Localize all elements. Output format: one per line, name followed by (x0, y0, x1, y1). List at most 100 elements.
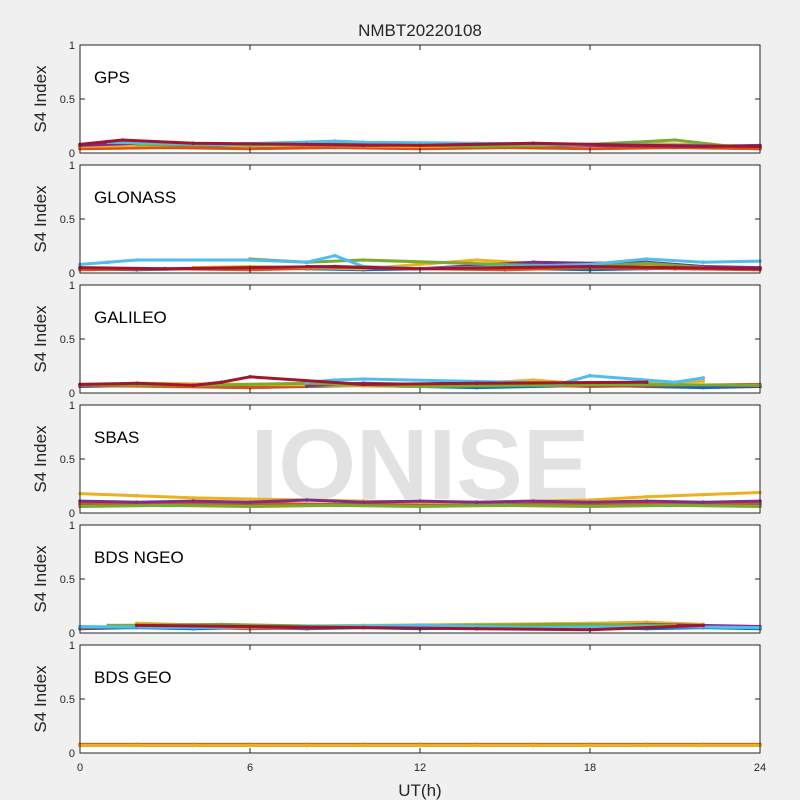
data-point (163, 503, 167, 508)
panel-label: GALILEO (94, 308, 167, 327)
panel-label: GPS (94, 68, 130, 87)
data-point (588, 500, 592, 505)
y-tick-label: 0 (69, 148, 75, 160)
data-point (361, 625, 366, 630)
data-point (248, 265, 252, 270)
data-point (361, 382, 366, 387)
data-point (701, 376, 706, 380)
data-point (191, 383, 196, 388)
data-point (163, 145, 167, 150)
data-point (333, 503, 337, 508)
data-point (361, 140, 366, 144)
data-point (673, 503, 677, 508)
y-tick-label: 0 (69, 748, 75, 760)
data-point (361, 743, 366, 748)
series-4 (78, 498, 762, 505)
y-axis-label: S4 Index (31, 185, 50, 253)
data-point (304, 260, 309, 265)
data-point (248, 258, 252, 262)
panel-bds-geo: 0 0.5 1 BDS GEO S4 Index (31, 640, 762, 760)
data-point (248, 497, 252, 501)
data-point (418, 499, 422, 503)
data-point (418, 504, 422, 509)
y-axis-label: S4 Index (31, 65, 50, 133)
data-point (644, 743, 649, 748)
data-point (474, 626, 479, 631)
data-point (701, 500, 706, 505)
data-point (588, 264, 592, 269)
series-trace (78, 138, 762, 148)
series-3 (78, 743, 762, 748)
data-point (588, 373, 592, 378)
data-point (248, 375, 252, 379)
y-tick-label: 0 (69, 388, 75, 400)
data-point (503, 265, 507, 270)
y-tick-label: 0.5 (60, 454, 75, 466)
data-point (333, 253, 337, 258)
data-point (701, 260, 706, 265)
data-point (644, 143, 649, 148)
series-trace (78, 375, 649, 387)
data-point (644, 257, 649, 261)
data-point (418, 623, 422, 628)
data-point (361, 500, 366, 505)
x-tick-label: 18 (584, 762, 596, 774)
data-point (588, 743, 592, 748)
axes-background (80, 165, 760, 273)
panel-label: BDS NGEO (94, 548, 184, 567)
data-point (701, 623, 706, 628)
y-tick-label: 0.5 (60, 334, 75, 346)
data-point (361, 377, 366, 381)
chart-title: NMBT20220108 (358, 21, 482, 40)
data-point (191, 496, 196, 500)
x-tick-label: 6 (247, 762, 253, 774)
panel-label: GLONASS (94, 188, 176, 207)
panel-galileo: 0 0.5 1 GALILEO S4 Index (31, 280, 762, 400)
data-point (304, 142, 309, 147)
data-point (106, 260, 111, 265)
y-tick-label: 1 (69, 40, 75, 52)
axes-background (80, 525, 760, 633)
data-point (418, 743, 422, 748)
data-point (474, 381, 479, 386)
y-axis-label: S4 Index (31, 425, 50, 493)
data-point (474, 743, 479, 748)
data-point (644, 499, 649, 503)
data-point (134, 743, 139, 748)
data-point (673, 380, 677, 385)
data-point (531, 499, 536, 503)
data-point (333, 139, 337, 143)
axes-background (80, 645, 760, 753)
data-point (134, 381, 139, 386)
y-tick-label: 1 (69, 160, 75, 172)
data-point (248, 743, 252, 748)
data-point (531, 141, 536, 146)
y-tick-label: 1 (69, 280, 75, 292)
data-point (361, 258, 366, 262)
y-axis-label: S4 Index (31, 305, 50, 373)
data-point (418, 384, 422, 389)
y-tick-label: 0.5 (60, 574, 75, 586)
axes-background (80, 45, 760, 153)
panel-glonass: 0 0.5 1 GLONASS S4 Index (31, 160, 762, 280)
series-7 (78, 375, 649, 388)
y-tick-label: 0.5 (60, 694, 75, 706)
panel-gps: 0 0.5 1 GPS S4 Index (31, 40, 762, 160)
panel-bds-ngeo: 0 0.5 1 BDS NGEO S4 Index (31, 520, 762, 640)
data-point (248, 504, 252, 509)
y-tick-label: 1 (69, 520, 75, 532)
x-tick-label: 12 (414, 762, 426, 774)
data-point (134, 258, 139, 262)
y-axis-label: S4 Index (31, 545, 50, 613)
axes-background (80, 285, 760, 393)
data-point (120, 138, 125, 142)
panel-label: SBAS (94, 428, 139, 447)
data-point (701, 492, 706, 497)
x-tick-label: 24 (754, 762, 766, 774)
axes-background (80, 405, 760, 513)
data-point (134, 500, 139, 505)
data-point (644, 261, 649, 266)
data-point (531, 743, 536, 748)
